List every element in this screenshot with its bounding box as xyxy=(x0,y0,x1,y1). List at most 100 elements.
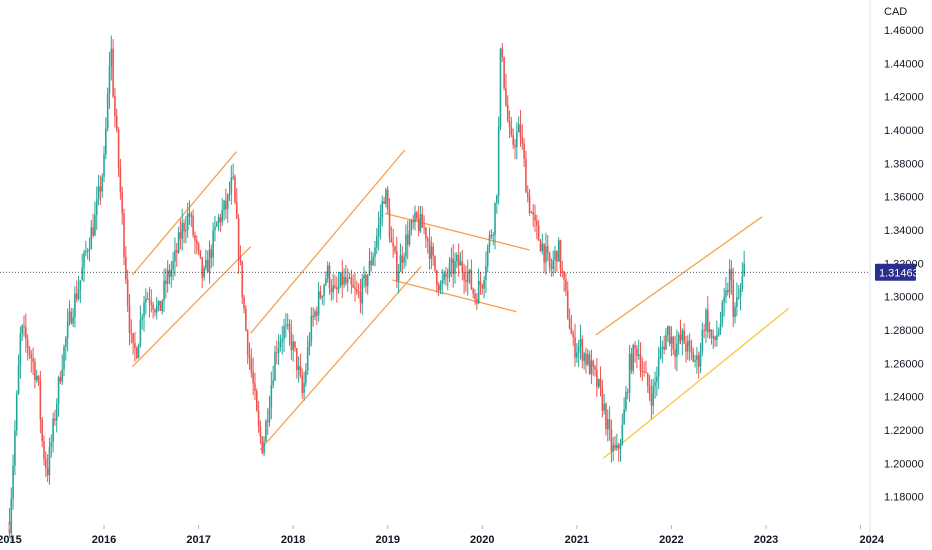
candle-body xyxy=(514,144,516,148)
candle-body xyxy=(461,261,464,273)
candle-body xyxy=(443,273,445,281)
candle-body xyxy=(706,309,709,332)
channel-line[interactable] xyxy=(259,266,422,451)
candle-body xyxy=(26,339,29,349)
candle-body xyxy=(194,235,196,241)
candle-body xyxy=(637,354,640,356)
candle-body xyxy=(15,394,18,431)
candle-body xyxy=(697,355,700,367)
candle-body xyxy=(594,366,596,370)
candle-body xyxy=(181,223,184,239)
candle-body xyxy=(341,272,344,285)
candle-body xyxy=(437,285,440,291)
candle-body xyxy=(734,307,736,318)
candle-body xyxy=(132,333,134,344)
candle-body xyxy=(83,252,85,268)
channel-line[interactable] xyxy=(392,279,517,313)
candle-body xyxy=(210,249,213,258)
candle-body xyxy=(223,200,225,211)
candle-body xyxy=(241,261,244,297)
candle-body xyxy=(559,240,562,271)
candle-body xyxy=(59,377,62,382)
channel-line[interactable] xyxy=(131,246,252,368)
year-tick-label: 2020 xyxy=(470,534,494,546)
candle-body xyxy=(48,447,51,476)
candle-body xyxy=(401,255,404,263)
year-tick-label: 2019 xyxy=(375,534,399,546)
candle-body xyxy=(676,343,678,357)
candle-body xyxy=(510,127,513,136)
year-tick-label: 2016 xyxy=(92,534,116,546)
candle-body xyxy=(203,267,205,278)
price-tick-label: 1.42000 xyxy=(884,92,924,104)
candle-body xyxy=(645,371,647,374)
candle-body xyxy=(285,325,287,327)
channel-line[interactable] xyxy=(250,149,406,334)
candle-body xyxy=(123,213,125,258)
candle-body xyxy=(185,229,187,232)
candle-body xyxy=(628,353,631,393)
candle-body xyxy=(696,355,698,361)
candle-body xyxy=(85,251,87,253)
candle-body xyxy=(539,240,542,252)
candle-body xyxy=(21,325,23,334)
candle-body xyxy=(143,302,145,317)
channel-line[interactable] xyxy=(384,212,530,251)
candle-body xyxy=(554,250,556,261)
candle-body xyxy=(174,250,176,262)
candle-body xyxy=(352,284,354,288)
candle-body xyxy=(434,255,436,271)
price-tick-label: 1.22000 xyxy=(884,425,924,437)
candle-body xyxy=(601,387,604,411)
candle-body xyxy=(681,330,684,341)
candle-body xyxy=(154,309,156,313)
candle-body xyxy=(246,330,249,355)
candle-body xyxy=(630,353,633,371)
candle-body xyxy=(172,261,174,270)
candle-body xyxy=(721,302,724,324)
candle-body xyxy=(268,407,271,423)
price-axis[interactable]: CAD 1.18000 1.20000 1.22000 1.24000 1.26000 1… xyxy=(884,6,924,504)
candle-body xyxy=(141,316,144,320)
candle-body xyxy=(528,196,531,214)
candle-body xyxy=(346,278,349,284)
candle-body xyxy=(632,345,635,371)
candle-body xyxy=(526,192,529,197)
candle-body xyxy=(657,357,660,377)
candle-body xyxy=(639,354,642,372)
candle-body xyxy=(357,291,360,293)
candle-body xyxy=(606,419,609,430)
channel-line[interactable] xyxy=(131,151,237,276)
candle-body xyxy=(94,215,96,236)
candle-body xyxy=(199,250,202,258)
candle-body xyxy=(306,347,309,371)
candle-body xyxy=(543,243,545,263)
candle-body xyxy=(525,158,527,193)
candle-body xyxy=(672,336,675,350)
time-axis[interactable]: 2015 2016 2017 2018 2019 2020 2021 2022 2023 2024 xyxy=(0,525,885,546)
candle-body xyxy=(712,336,715,339)
candle-body xyxy=(517,124,520,133)
candle-body xyxy=(101,176,104,192)
price-tick-label: 1.20000 xyxy=(884,458,924,470)
candle-body xyxy=(335,287,338,290)
price-tick-label: 1.34000 xyxy=(884,225,924,237)
candle-body xyxy=(472,288,474,294)
candle-body xyxy=(616,444,618,449)
candle-body xyxy=(225,200,227,210)
candle-body xyxy=(214,226,216,231)
candle-body xyxy=(392,242,394,247)
price-tick-label: 1.26000 xyxy=(884,358,924,370)
price-tick-label: 1.30000 xyxy=(884,292,924,304)
candle-body xyxy=(350,277,353,285)
channel-lines[interactable] xyxy=(131,149,790,459)
candle-body xyxy=(621,424,624,445)
channel-line[interactable] xyxy=(602,307,790,459)
channel-line[interactable] xyxy=(595,216,763,336)
candle-body xyxy=(321,296,324,298)
candle-body xyxy=(625,391,627,410)
candle-body xyxy=(550,266,553,269)
candle-body xyxy=(743,263,745,276)
candle-body xyxy=(499,48,502,127)
